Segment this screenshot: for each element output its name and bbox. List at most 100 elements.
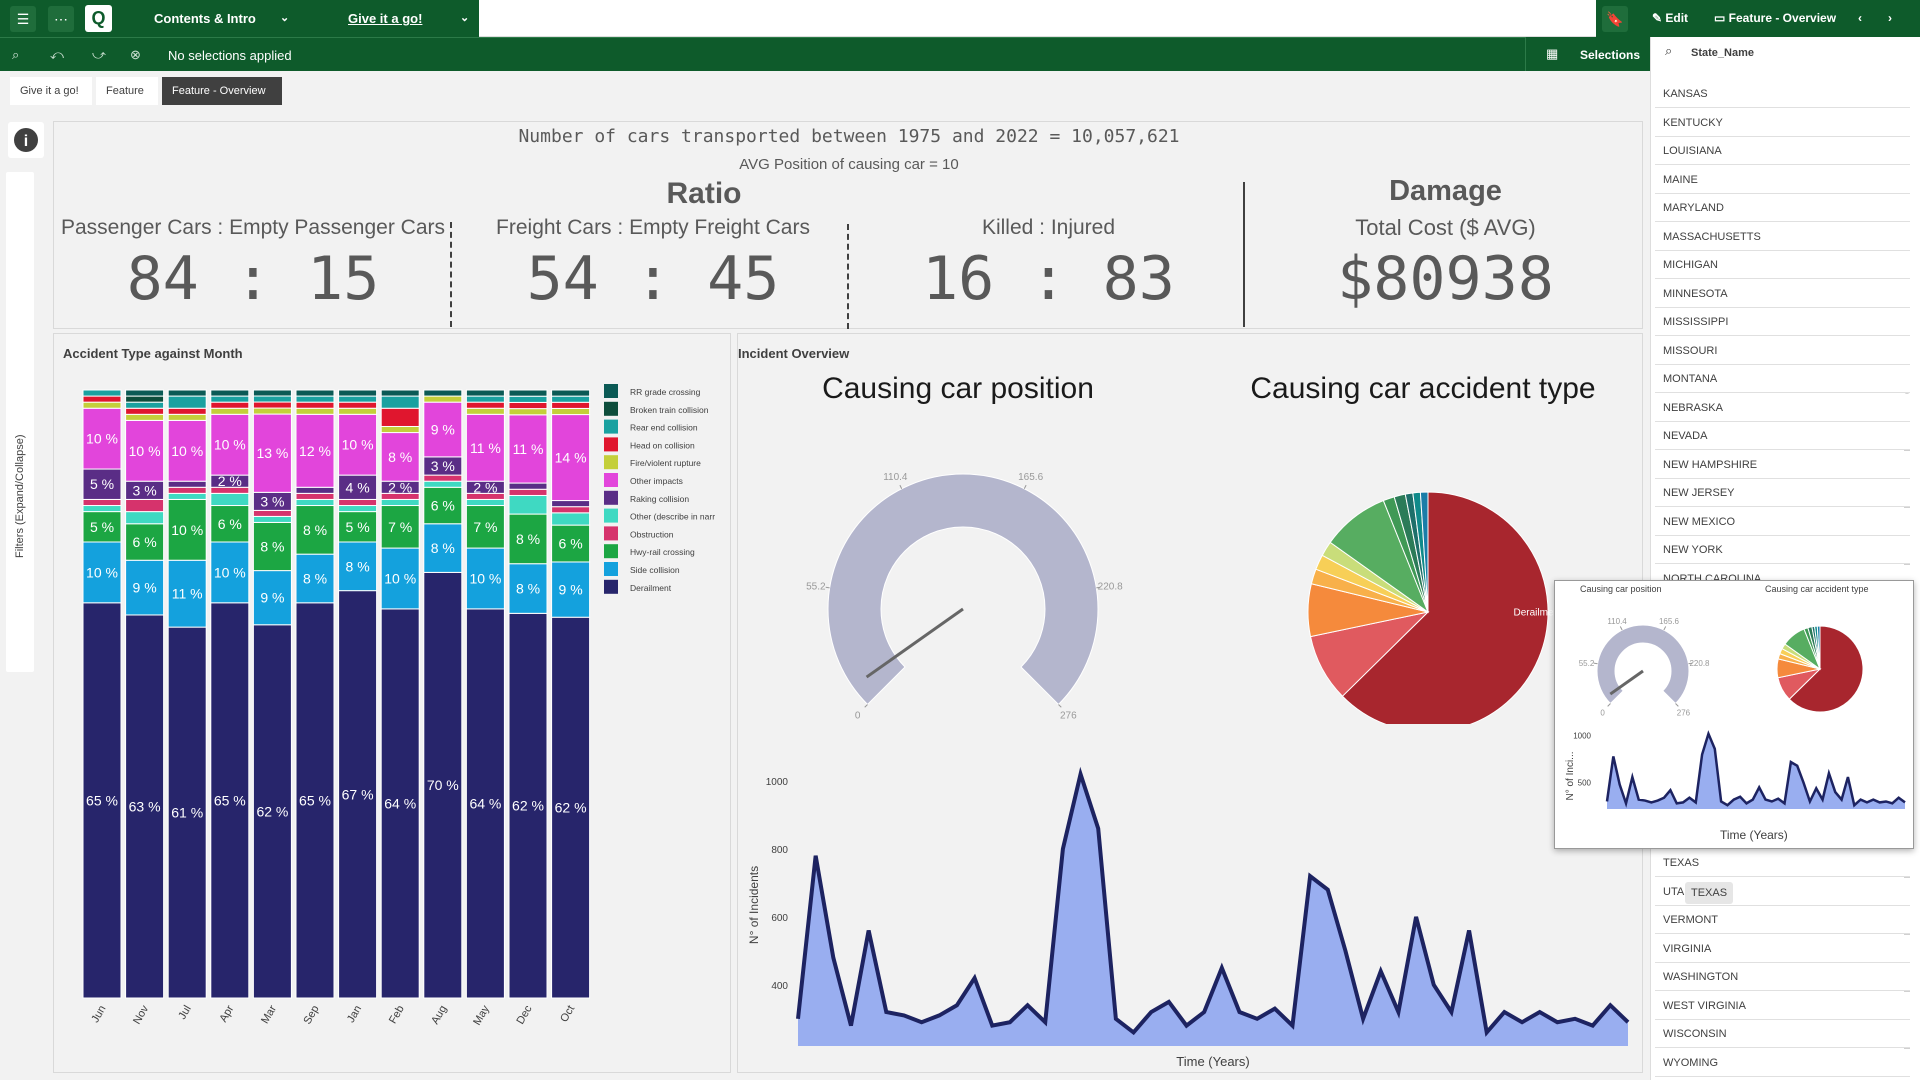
bar-segment <box>465 407 505 415</box>
bar-segment <box>167 395 207 409</box>
info-button[interactable]: i <box>8 122 44 158</box>
bar-data-label: 6 % <box>559 536 583 552</box>
pie-chart[interactable]: Derailment <box>1208 424 1638 724</box>
state-list-item[interactable]: MINNESOTA <box>1655 279 1910 308</box>
popup-pie-title: Causing car accident type <box>1765 584 1869 594</box>
bar-data-label: 8 % <box>260 539 284 555</box>
bar-segment <box>551 500 591 508</box>
app-name-link[interactable]: Give it a go! <box>348 11 423 26</box>
filter-field-name[interactable]: State_Name <box>1691 47 1754 59</box>
smart-search-icon[interactable]: ⌕ <box>12 47 20 62</box>
pie-slice <box>1816 625 1821 670</box>
gauge-tick <box>1663 626 1667 631</box>
gauge-tick <box>1619 626 1623 631</box>
bar-segment <box>82 602 122 999</box>
state-list-item[interactable]: MASSACHUSETTS <box>1655 222 1910 251</box>
bar-segment <box>210 401 250 409</box>
sheet-title-button[interactable]: ▭ Feature - Overview <box>1714 11 1837 25</box>
bar-segment <box>210 407 250 415</box>
bar-segment <box>380 505 420 549</box>
state-list-item[interactable]: MARYLAND <box>1655 194 1910 222</box>
state-list-item[interactable]: LOUISIANA <box>1655 137 1910 165</box>
bar-segment <box>210 389 250 397</box>
step-back-icon[interactable]: ⤺ <box>50 47 64 62</box>
step-forward-icon[interactable]: ⤻ <box>92 47 106 62</box>
bar-data-label: 9 % <box>431 422 455 438</box>
bar-segment <box>508 482 548 490</box>
bar-segment <box>125 401 165 409</box>
stacked-bar-chart[interactable]: 65 % 10 % 5 % 5 % 10 % Jun 63 % 9 % 6 % 3 % 10 % No… <box>54 370 730 1070</box>
gauge-chart[interactable]: 0 55.2 110.4 165.6 220.8 276 <box>758 424 1158 724</box>
filters-collapse-rail[interactable]: Filters (Expand/Collapse) <box>6 172 34 672</box>
bar-data-label: 10 % <box>171 522 203 538</box>
bar-segment <box>338 590 378 999</box>
bar-data-label: 6 % <box>431 498 455 514</box>
state-list-item[interactable]: MICHIGAN <box>1655 251 1910 279</box>
bar-segment <box>125 419 165 482</box>
hamburger-menu-icon[interactable]: ☰ <box>10 6 36 32</box>
state-list-item[interactable]: WASHINGTON <box>1655 963 1910 991</box>
area-chart[interactable]: 400 600 800 1000 N° of Incidents Time (Years) <box>738 744 1638 1069</box>
chevron-down-icon[interactable]: ⌄ <box>460 12 470 24</box>
state-list-item[interactable]: MAINE <box>1655 165 1910 194</box>
bar-segment <box>380 547 420 610</box>
state-list-item[interactable]: WYOMING <box>1655 1048 1910 1077</box>
bar-segment <box>167 389 207 397</box>
gauge-tick-label: 55.2 <box>806 582 826 593</box>
legend-swatch <box>604 473 618 487</box>
state-list-item[interactable]: NEBRASKA <box>1655 393 1910 422</box>
breadcrumb-item[interactable]: Give it a go! <box>10 77 92 105</box>
more-options-icon[interactable]: ⋯ <box>48 6 74 32</box>
legend-swatch <box>604 490 618 505</box>
bar-segment <box>295 553 335 604</box>
x-tick-label: Sep <box>301 1004 321 1027</box>
state-list-item[interactable]: WISCONSIN <box>1655 1020 1910 1048</box>
bar-data-label: 62 % <box>256 803 288 819</box>
bar-segment <box>82 389 122 397</box>
state-list-item[interactable]: MONTANA <box>1655 365 1910 393</box>
state-list-item[interactable]: NEVADA <box>1655 422 1910 450</box>
state-list-item[interactable]: VIRGINIA <box>1655 934 1910 963</box>
bar-segment <box>508 414 548 484</box>
state-list-item[interactable]: MISSOURI <box>1655 336 1910 365</box>
bar-segment <box>380 389 420 397</box>
state-list-item[interactable]: VERMONT <box>1655 906 1910 934</box>
filters-toggle-label[interactable]: Filters (Expand/Collapse) <box>14 434 26 559</box>
state-list-item[interactable]: WEST VIRGINIA <box>1655 991 1910 1020</box>
chevron-down-icon[interactable]: ⌄ <box>280 12 290 24</box>
bar-segment <box>338 498 378 507</box>
state-list-item[interactable]: NEW MEXICO <box>1655 507 1910 536</box>
bar-segment <box>551 389 591 397</box>
bar-segment <box>465 547 505 610</box>
bar-segment <box>252 515 292 523</box>
next-sheet-icon[interactable]: › <box>1888 11 1892 25</box>
freight-ratio-label: Freight Cars : Empty Freight Cars <box>496 216 810 239</box>
selections-button[interactable]: ▦ Selections <box>1525 37 1650 71</box>
bar-segment <box>252 407 292 415</box>
bar-data-label: 3 % <box>133 482 157 498</box>
bar-segment <box>252 413 292 493</box>
state-list-item[interactable]: NEW HAMPSHIRE <box>1655 450 1910 479</box>
clear-selections-icon[interactable]: ⊗ <box>130 47 141 62</box>
bar-segment <box>295 486 335 494</box>
bar-data-label: 10 % <box>214 437 246 453</box>
gauge-tick-label: 110.4 <box>1607 617 1627 626</box>
bar-segment <box>125 395 165 403</box>
state-list-item[interactable]: MISSISSIPPI <box>1655 308 1910 336</box>
bookmark-icon[interactable]: 🔖 <box>1602 6 1628 32</box>
state-list-item[interactable]: KENTUCKY <box>1655 108 1910 137</box>
previous-sheet-icon[interactable]: ‹ <box>1858 11 1862 25</box>
breadcrumb-item-current[interactable]: Feature - Overview <box>162 77 282 105</box>
state-list-item[interactable]: NEW JERSEY <box>1655 479 1910 507</box>
breadcrumb-item[interactable]: Feature <box>96 77 158 105</box>
bar-segment <box>508 488 548 496</box>
edit-button[interactable]: ✎ Edit <box>1652 11 1689 25</box>
search-icon[interactable]: ⌕ <box>1665 43 1673 58</box>
state-list-item[interactable]: KANSAS <box>1655 80 1910 108</box>
state-list-item[interactable]: NEW YORK <box>1655 536 1910 564</box>
sheet-menu-label[interactable]: Contents & Intro <box>154 11 256 26</box>
legend-label: Broken train collision <box>630 405 709 415</box>
state-list-item[interactable]: TEXAS <box>1655 849 1910 877</box>
legend-label: Head on collision <box>630 440 695 450</box>
bar-data-label: 10 % <box>342 437 374 453</box>
